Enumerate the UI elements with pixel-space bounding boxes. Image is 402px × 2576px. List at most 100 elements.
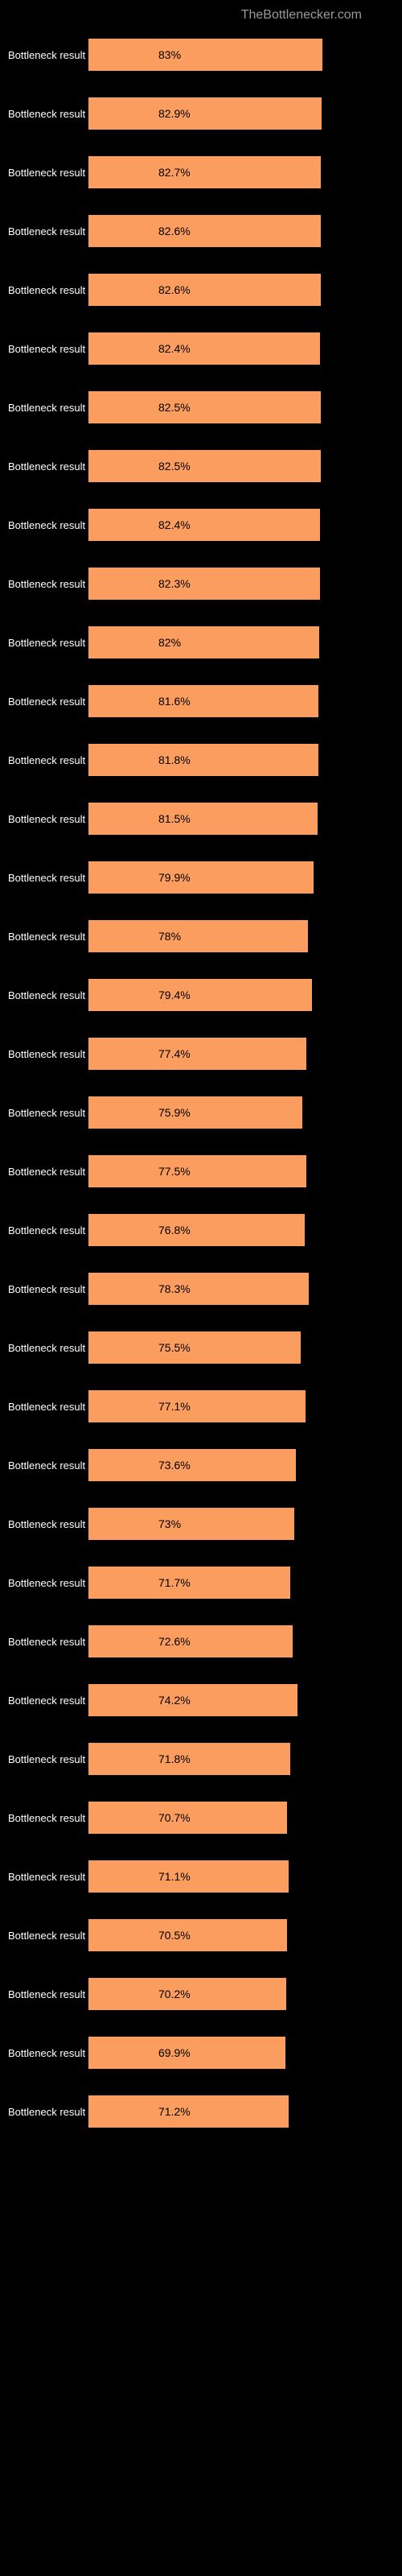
bar-value: 78.3%	[158, 1282, 191, 1295]
chart-row: Bottleneck result81.8%	[8, 744, 394, 776]
bar-value: 71.1%	[158, 1870, 191, 1883]
chart-row: Bottleneck result 81.5%	[8, 803, 394, 835]
bar-area: 82.3%	[88, 568, 394, 600]
bar-value: 70.5%	[158, 1929, 191, 1942]
row-label: Bottleneck result	[8, 1048, 88, 1060]
bar	[88, 1214, 305, 1246]
bar-area: 70.5%	[88, 1919, 394, 1951]
row-label: Bottleneck result	[8, 1812, 88, 1824]
row-label: Bottleneck result	[8, 1224, 88, 1236]
bar-value: 81.8%	[158, 753, 191, 766]
bar-area: 74.2%	[88, 1684, 394, 1716]
bar-area: 82.5%	[88, 450, 394, 482]
bar	[88, 156, 321, 188]
bar-area: 77.1%	[88, 1390, 394, 1422]
bar-value: 70.2%	[158, 1988, 191, 2000]
bar-value: 79.4%	[158, 989, 191, 1001]
chart-row: Bottleneck result71.1%	[8, 1860, 394, 1893]
bar-value: 69.9%	[158, 2046, 191, 2059]
bar-area: 82.4%	[88, 509, 394, 541]
row-label: Bottleneck result	[8, 519, 88, 531]
chart-row: Bottleneck result 77.1%	[8, 1390, 394, 1422]
bar-value: 75.9%	[158, 1106, 191, 1119]
row-label: Bottleneck result	[8, 637, 88, 649]
bar	[88, 1625, 293, 1657]
bar-value: 75.5%	[158, 1341, 191, 1354]
row-label: Bottleneck result	[8, 1695, 88, 1707]
chart-row: Bottleneck result77.4%	[8, 1038, 394, 1070]
bar-area: 79.9%	[88, 861, 394, 894]
bar	[88, 1155, 306, 1187]
bar-value: 82%	[158, 636, 181, 649]
bar	[88, 450, 321, 482]
row-label: Bottleneck result	[8, 1401, 88, 1413]
chart-row: Bottleneck result82.4%	[8, 332, 394, 365]
chart-row: Bottleneck result 72.6%	[8, 1625, 394, 1657]
chart-row: Bottleneck result70.7%	[8, 1802, 394, 1834]
bar	[88, 861, 314, 894]
bar-value: 82.4%	[158, 518, 191, 531]
bar-area: 78.3%	[88, 1273, 394, 1305]
bar-value: 77.1%	[158, 1400, 191, 1413]
chart-row: Bottleneck result 82.4%	[8, 509, 394, 541]
bar-value: 81.6%	[158, 695, 191, 708]
bar	[88, 97, 322, 130]
bar-value: 82.6%	[158, 225, 191, 237]
chart-row: Bottleneck result82.3%	[8, 568, 394, 600]
bar-area: 77.4%	[88, 1038, 394, 1070]
chart-row: Bottleneck result77.5%	[8, 1155, 394, 1187]
bar-value: 82.9%	[158, 107, 191, 120]
row-label: Bottleneck result	[8, 1518, 88, 1530]
bar-area: 81.8%	[88, 744, 394, 776]
chart-row: Bottleneck result76.8%	[8, 1214, 394, 1246]
chart-row: Bottleneck result71.2%	[8, 2095, 394, 2128]
bar-area: 71.7%	[88, 1567, 394, 1599]
bar-value: 83%	[158, 48, 181, 61]
row-label: Bottleneck result	[8, 696, 88, 708]
bar-value: 72.6%	[158, 1635, 191, 1648]
row-label: Bottleneck result	[8, 460, 88, 473]
bar	[88, 685, 318, 717]
row-label: Bottleneck result	[8, 813, 88, 825]
bar-value: 74.2%	[158, 1694, 191, 1707]
bar-area: 75.9%	[88, 1096, 394, 1129]
row-label: Bottleneck result	[8, 1988, 88, 2000]
row-label: Bottleneck result	[8, 402, 88, 414]
row-label: Bottleneck result	[8, 931, 88, 943]
chart-row: Bottleneck result 82.7%	[8, 156, 394, 188]
site-header: TheBottlenecker.com	[0, 0, 402, 39]
chart-row: Bottleneck result79.4%	[8, 979, 394, 1011]
chart-row: Bottleneck result 82.6%	[8, 274, 394, 306]
row-label: Bottleneck result	[8, 1459, 88, 1472]
chart-row: Bottleneck result83%	[8, 39, 394, 71]
bar-area: 83%	[88, 39, 394, 71]
bar-area: 82.6%	[88, 215, 394, 247]
bar-value: 73.6%	[158, 1459, 191, 1472]
bar-area: 77.5%	[88, 1155, 394, 1187]
row-label: Bottleneck result	[8, 167, 88, 179]
bar	[88, 1096, 302, 1129]
row-label: Bottleneck result	[8, 2106, 88, 2118]
bar	[88, 509, 320, 541]
row-label: Bottleneck result	[8, 1636, 88, 1648]
bar-value: 82.7%	[158, 166, 191, 179]
row-label: Bottleneck result	[8, 1107, 88, 1119]
bar-area: 70.2%	[88, 1978, 394, 2010]
chart-row: Bottleneck result69.9%	[8, 2037, 394, 2069]
chart-row: Bottleneck result82.6%	[8, 215, 394, 247]
chart-row: Bottleneck result71.7%	[8, 1567, 394, 1599]
row-label: Bottleneck result	[8, 1342, 88, 1354]
row-label: Bottleneck result	[8, 284, 88, 296]
bar-area: 82.9%	[88, 97, 394, 130]
bar	[88, 274, 321, 306]
bar-area: 81.5%	[88, 803, 394, 835]
bar-area: 71.1%	[88, 1860, 394, 1893]
chart-row: Bottleneck result 70.2%	[8, 1978, 394, 2010]
bar-value: 82.6%	[158, 283, 191, 296]
chart-row: Bottleneck result82.5%	[8, 391, 394, 423]
bar-value: 79.9%	[158, 871, 191, 884]
bar-value: 81.5%	[158, 812, 191, 825]
row-label: Bottleneck result	[8, 1930, 88, 1942]
row-label: Bottleneck result	[8, 1753, 88, 1765]
bar	[88, 215, 321, 247]
